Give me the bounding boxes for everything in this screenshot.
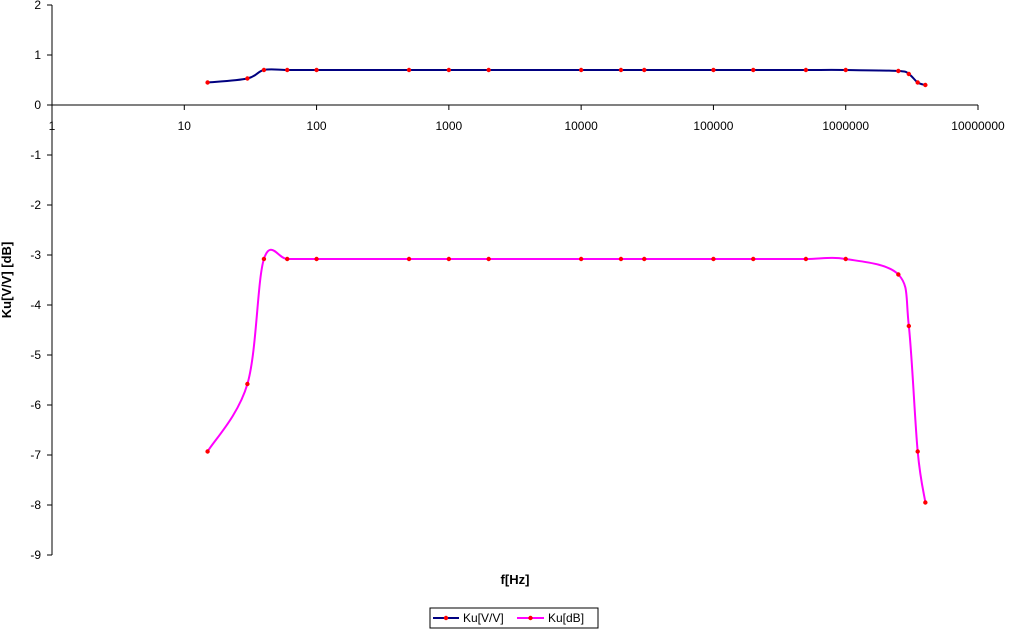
y-tick-label: 1 [34,48,41,62]
data-point-ku-v-v [642,67,647,73]
y-tick-label: -5 [30,348,41,362]
y-tick-label: -2 [30,198,41,212]
data-point-ku-v-v [486,67,491,73]
data-point-ku-db [896,272,901,277]
data-point-ku-db [486,256,491,262]
data-point-ku-db [578,256,584,262]
data-point-ku-db [618,256,624,262]
data-point-ku-v-v [803,67,809,73]
x-tick-label: 10 [178,119,192,133]
data-point-ku-db [261,256,267,262]
data-point-ku-v-v [261,67,267,73]
y-tick-label: -8 [30,498,41,512]
data-point-ku-db [406,256,412,262]
data-point-ku-db [906,323,912,329]
series-ku-v-v [205,67,928,88]
data-point-ku-db [285,256,290,262]
series-layer [205,67,928,505]
data-point-ku-db [915,449,920,454]
data-point-ku-db [711,256,716,262]
data-point-ku-v-v [751,67,756,73]
legend-label-ku-db: Ku[dB] [548,611,584,625]
data-point-ku-v-v [906,71,912,77]
x-tick-label: 1000000 [822,119,869,133]
x-tick-label: 1 [49,119,56,133]
x-tick-label: 10000000 [951,119,1005,133]
x-tick-label: 100000 [693,119,733,133]
x-axis-title: f[Hz] [501,572,530,587]
series-line-ku-db [206,248,927,503]
data-point-ku-db [314,256,319,262]
x-axis-ticks: 1 10 100 1000 10000 100000 1000000 10000000 [49,105,1005,133]
data-point-ku-v-v [915,80,920,85]
data-point-ku-db [843,256,848,262]
data-point-ku-db [751,256,756,262]
data-point-ku-v-v [446,67,452,73]
data-point-ku-v-v [205,80,210,85]
x-tick-label: 10000 [564,119,598,133]
data-point-ku-v-v [406,67,412,73]
data-point-ku-v-v [245,76,250,81]
legend-marker-ku-db [528,615,533,621]
data-point-ku-v-v [711,67,716,73]
axes [51,5,978,555]
legend-marker-ku-vv [443,615,449,621]
x-tick-label: 1000 [436,119,463,133]
series-ku-db [205,248,928,505]
data-point-ku-db [803,256,809,262]
data-point-ku-v-v [923,82,928,88]
data-point-ku-v-v [896,68,901,74]
data-point-ku-db [642,256,647,262]
data-point-ku-db [245,381,250,387]
data-point-ku-v-v [618,67,624,73]
data-point-ku-db [446,256,452,262]
y-axis-ticks: 2 1 0 -1 -2 -3 -4 -5 -6 -7 -8 -9 [30,0,52,562]
legend-label-ku-vv: Ku[V/V] [463,611,504,625]
data-point-ku-v-v [285,67,290,73]
y-tick-label: -4 [30,298,41,312]
data-point-ku-db [205,449,210,454]
y-tick-label: -7 [30,448,41,462]
y-tick-label: 0 [34,98,41,112]
y-axis-title: Ku[V/V] [dB] [0,242,14,319]
data-point-ku-v-v [843,67,848,73]
data-point-ku-v-v [578,67,584,73]
y-tick-label: 2 [34,0,41,12]
y-tick-label: -3 [30,248,41,262]
legend-box [429,607,599,629]
y-tick-label: -1 [30,148,41,162]
y-tick-label: -6 [30,398,41,412]
legend: Ku[V/V] Ku[dB] [429,607,599,629]
y-tick-label: -9 [30,548,41,562]
x-tick-label: 100 [307,119,327,133]
data-point-ku-v-v [314,67,319,73]
data-point-ku-db [923,500,928,505]
